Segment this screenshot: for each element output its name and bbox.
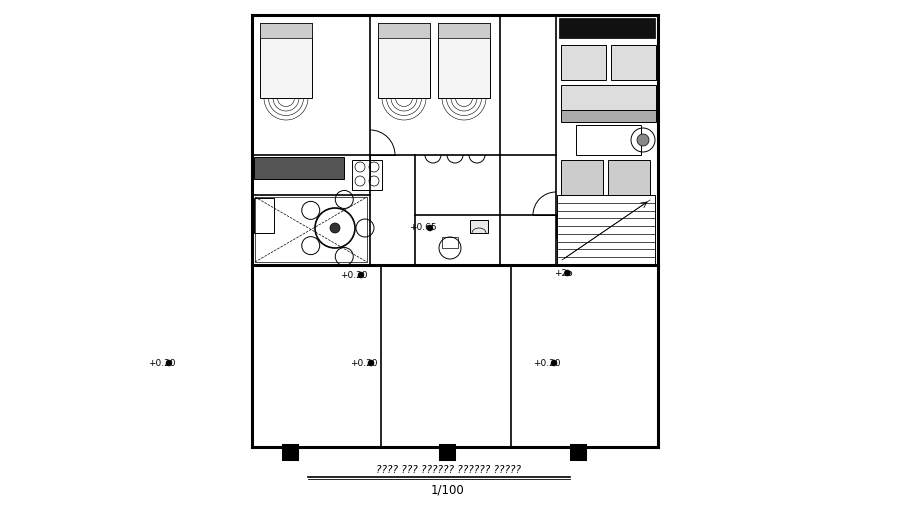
Bar <box>470 220 488 233</box>
Bar <box>438 23 490 38</box>
Bar <box>561 45 606 80</box>
Bar <box>438 23 490 98</box>
Bar <box>255 197 367 262</box>
Bar <box>576 125 641 155</box>
Text: 1/100: 1/100 <box>431 483 465 496</box>
Text: +0.20: +0.20 <box>350 359 378 368</box>
Text: +0.65: +0.65 <box>409 224 437 232</box>
Text: +0.20: +0.20 <box>340 271 368 279</box>
Bar <box>440 445 454 459</box>
Bar <box>260 23 312 98</box>
Text: ???? ??? ?????? ?????? ?????: ???? ??? ?????? ?????? ????? <box>376 465 520 475</box>
Circle shape <box>427 225 433 231</box>
Bar <box>254 157 344 179</box>
Bar <box>611 45 656 80</box>
Bar <box>561 85 656 115</box>
Bar <box>378 23 430 98</box>
Text: +2o: +2o <box>554 269 572 278</box>
Circle shape <box>564 270 570 276</box>
Circle shape <box>551 360 557 366</box>
Circle shape <box>330 223 340 233</box>
Bar <box>378 23 430 38</box>
Bar <box>571 445 585 459</box>
Bar <box>352 160 382 190</box>
Bar <box>260 23 312 38</box>
Circle shape <box>166 360 172 366</box>
Bar <box>442 237 458 248</box>
Bar <box>561 110 656 122</box>
Text: +0.20: +0.20 <box>533 359 561 368</box>
Bar <box>561 160 603 195</box>
Circle shape <box>368 360 374 366</box>
Bar <box>608 160 650 195</box>
Circle shape <box>358 272 364 278</box>
Bar <box>283 445 297 459</box>
Text: +0.20: +0.20 <box>148 359 176 368</box>
Bar <box>559 18 655 38</box>
Bar <box>254 198 274 233</box>
Circle shape <box>637 134 649 146</box>
Bar <box>557 195 655 265</box>
